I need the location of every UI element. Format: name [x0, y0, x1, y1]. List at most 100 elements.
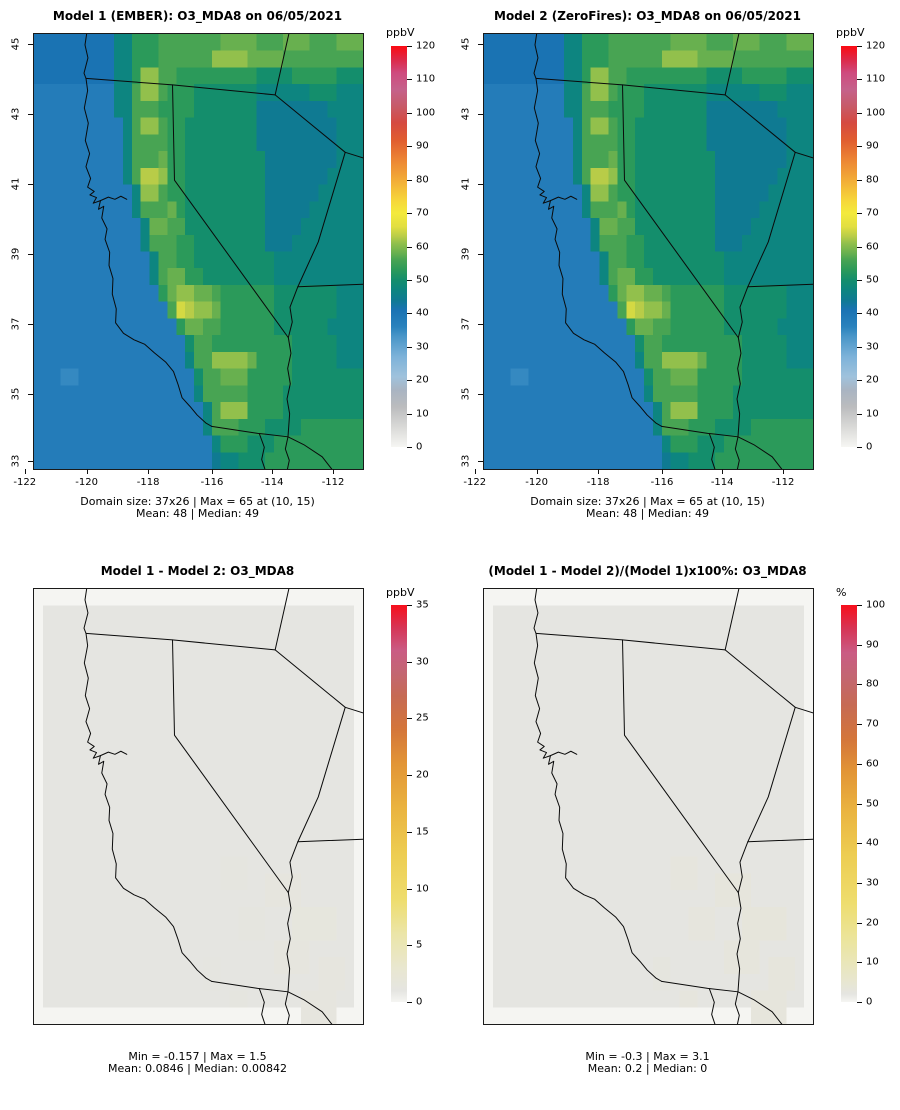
y-axis-tick: [478, 461, 483, 463]
y-axis-tick-label: 33: [10, 455, 22, 468]
border-path: [100, 751, 126, 755]
colorbar-gradient: [391, 46, 407, 447]
colorbar-tick-label: 110: [416, 73, 436, 85]
y-axis-tick-label: 45: [10, 37, 22, 51]
colorbar-tick-label: 60: [866, 241, 879, 252]
x-axis-tick-label: -116: [650, 477, 674, 488]
colorbar-tick-label: 40: [866, 837, 879, 849]
panel-title: Model 1 (EMBER): O3_MDA8 on 06/05/2021: [52, 9, 343, 23]
colorbar-gradient: [841, 46, 857, 447]
raster-map: [484, 34, 813, 469]
colorbar-tick: [407, 112, 412, 114]
colorbar-tick-label: 100: [866, 599, 886, 611]
border-path: [662, 981, 738, 991]
y-axis-tick-label: 33: [460, 455, 472, 468]
border-path: [725, 589, 739, 650]
colorbar-unit-label: ppbV: [836, 26, 865, 39]
colorbar-tick: [857, 447, 862, 448]
colorbar-tick-label: 15: [416, 826, 429, 838]
x-axis-tick: [148, 469, 150, 474]
colorbar-tick: [407, 1002, 412, 1003]
stats-line2: Mean: 48 | Median: 49: [135, 507, 260, 520]
border-path: [285, 437, 289, 469]
colorbar-tick-label: 0: [866, 441, 873, 453]
x-axis-tick: [783, 469, 785, 474]
y-axis-tick: [28, 461, 33, 463]
border-path: [86, 633, 275, 650]
y-axis-tick-label: 43: [10, 107, 22, 121]
border-path: [212, 426, 288, 436]
border-path: [275, 589, 289, 650]
colorbar-tick: [407, 831, 412, 833]
colorbar-tick: [857, 146, 862, 148]
x-axis-tick: [598, 469, 600, 474]
colorbar-tick: [407, 413, 412, 415]
x-axis-tick-label: -118: [586, 477, 610, 488]
border-path: [725, 650, 813, 714]
colorbar-tick-label: 40: [866, 307, 879, 319]
y-axis-tick-label: 41: [10, 177, 22, 191]
colorbar-tick-label: 50: [866, 798, 879, 809]
border-path: [298, 284, 363, 287]
x-axis-tick-label: -122: [463, 477, 487, 488]
x-axis-tick: [333, 469, 335, 474]
colorbar-tick: [407, 945, 412, 947]
colorbar-gradient: [841, 605, 857, 1002]
colorbar-tick: [407, 380, 412, 382]
colorbar-tick: [407, 888, 412, 890]
border-path: [212, 981, 288, 991]
border-path: [725, 95, 813, 159]
border-path: [623, 640, 739, 893]
colorbar-tick-label: 10: [866, 956, 879, 968]
colorbar-tick-label: 20: [416, 769, 429, 781]
colorbar-tick: [407, 179, 412, 181]
stats-line1: Min = -0.157 | Max = 1.5: [128, 1050, 267, 1063]
y-axis-tick-label: 35: [10, 388, 22, 401]
colorbar-tick: [857, 313, 862, 315]
panel-model1: Model 1 (EMBER): O3_MDA8 on 06/05/2021 -…: [0, 0, 450, 555]
x-axis-tick: [211, 469, 213, 474]
colorbar-tick: [407, 46, 412, 47]
border-path: [259, 989, 265, 1024]
colorbar-tick-label: 20: [416, 374, 429, 386]
raster-map: [34, 589, 363, 1024]
colorbar-tick-label: 35: [416, 599, 429, 611]
x-axis-tick-label: -112: [771, 477, 795, 488]
border-path: [735, 437, 739, 469]
x-axis-tick-label: -112: [321, 477, 345, 488]
border-path: [738, 992, 783, 1024]
x-axis-tick-label: -122: [13, 477, 37, 488]
state-borders-overlay: [34, 34, 363, 469]
map-plot: [483, 588, 814, 1025]
y-axis-tick-label: 45: [460, 37, 472, 51]
x-axis-tick-label: -120: [525, 477, 548, 488]
colorbar-tick: [857, 179, 862, 181]
colorbar-tick-label: 30: [416, 656, 429, 668]
stats-line1: Domain size: 37x26 | Max = 65 at (10, 15…: [530, 495, 765, 508]
y-axis-tick: [478, 113, 483, 115]
border-path: [298, 839, 363, 842]
panel-title: Model 2 (ZeroFires): O3_MDA8 on 06/05/20…: [494, 9, 801, 23]
colorbar-tick: [857, 605, 862, 606]
border-path: [725, 34, 739, 95]
border-path: [100, 196, 126, 200]
border-path: [709, 434, 715, 469]
colorbar-tick-label: 100: [416, 107, 436, 119]
colorbar-tick: [857, 684, 862, 686]
border-path: [285, 992, 289, 1024]
colorbar-tick-label: 0: [416, 996, 423, 1008]
colorbar-tick-label: 50: [866, 274, 879, 286]
border-path: [275, 650, 363, 714]
raster-map: [484, 589, 813, 1024]
border-path: [737, 842, 748, 992]
colorbar-unit-label: ppbV: [386, 26, 415, 39]
colorbar-tick-label: 100: [866, 107, 886, 119]
border-path: [298, 707, 345, 841]
y-axis-tick: [478, 43, 483, 45]
colorbar-tick: [407, 775, 412, 777]
y-axis-tick: [28, 254, 33, 256]
border-path: [748, 152, 795, 286]
border-path: [287, 287, 298, 437]
colorbar-tick-label: 70: [416, 207, 429, 219]
